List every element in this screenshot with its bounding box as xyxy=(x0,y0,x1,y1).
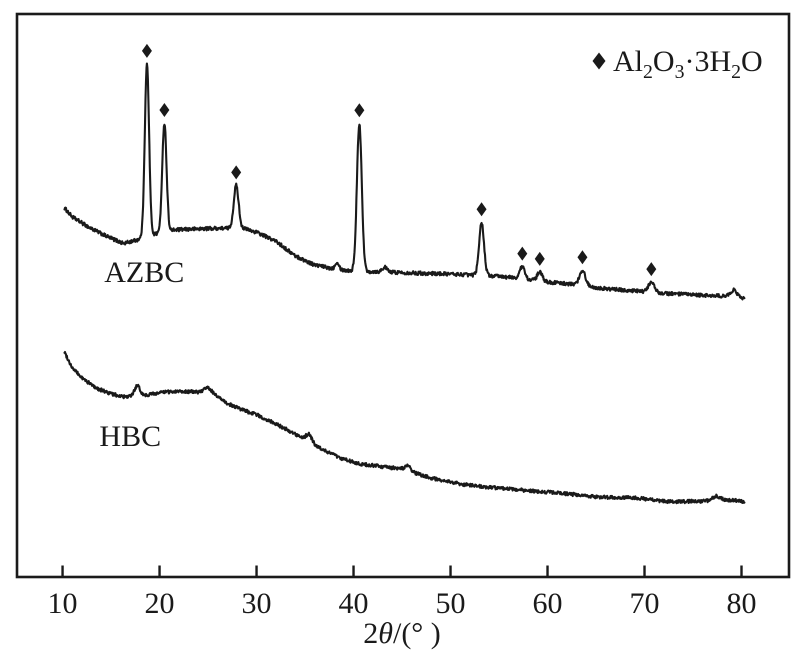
series-azbc: AZBC xyxy=(63,43,746,301)
peak-marker-diamond-icon xyxy=(476,202,487,217)
x-tick-label: 40 xyxy=(339,587,369,620)
curve-label-hbc: HBC xyxy=(99,420,161,453)
peak-marker-diamond-icon xyxy=(159,102,170,117)
x-axis: 10 20 30 40 50 60 70 80 xyxy=(48,565,757,620)
peak-marker-diamond-icon xyxy=(231,165,242,180)
peak-marker-diamond-icon xyxy=(354,103,365,118)
peak-marker-diamond-icon xyxy=(646,262,657,277)
x-tick-label: 60 xyxy=(533,587,563,620)
peak-marker-diamond-icon xyxy=(534,251,545,266)
curve-azbc xyxy=(63,62,746,301)
x-tick-label: 20 xyxy=(145,587,175,620)
curve-hbc xyxy=(63,350,746,505)
peak-marker-diamond-icon xyxy=(577,250,588,265)
x-tick-label: 10 xyxy=(48,587,78,620)
x-tick-label: 50 xyxy=(436,587,466,620)
x-tick-label: 80 xyxy=(727,587,757,620)
legend-label: Al2O3·3H2O xyxy=(613,45,763,83)
series-hbc: HBC xyxy=(63,350,746,505)
x-tick-label: 70 xyxy=(630,587,660,620)
curve-label-azbc: AZBC xyxy=(104,256,184,289)
peak-marker-diamond-icon xyxy=(141,43,152,58)
legend: Al2O3·3H2O xyxy=(592,45,763,83)
legend-diamond-icon xyxy=(592,52,606,70)
x-axis-title: 2θ/(° ) xyxy=(363,617,441,650)
plot-border xyxy=(15,12,791,579)
peak-marker-diamond-icon xyxy=(517,246,528,261)
x-tick-label: 30 xyxy=(242,587,272,620)
